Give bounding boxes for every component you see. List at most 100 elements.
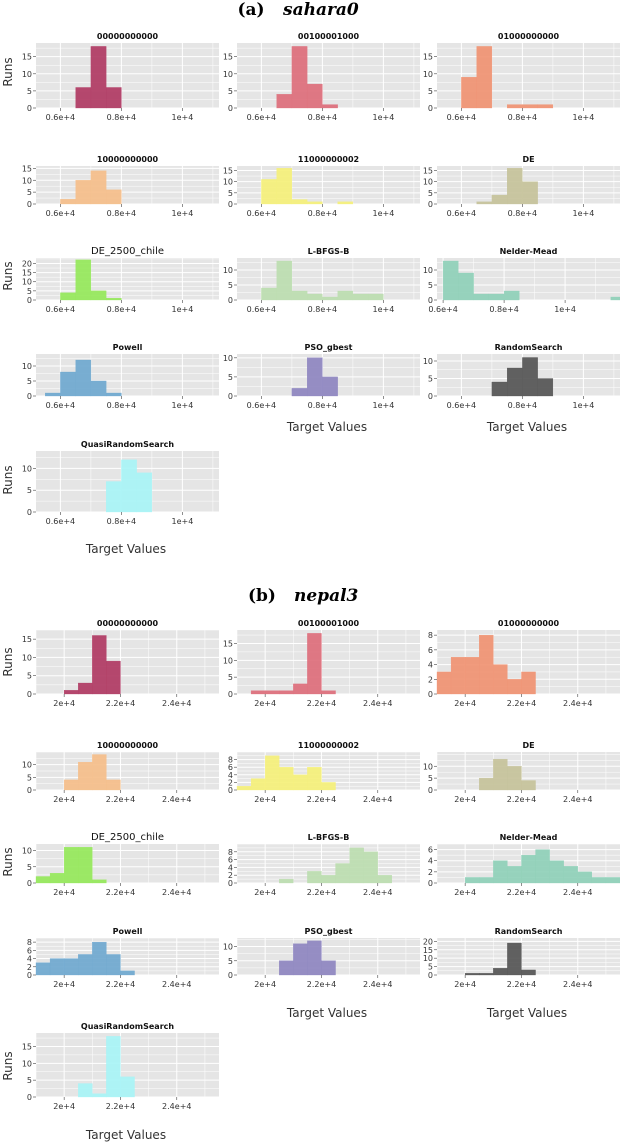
x-tick-label: 2e+4 [454,795,476,804]
histogram-bar [78,682,93,695]
panel-s0-nelder-mead: Nelder-Mead 0 5 10 0.6e+4 0.8e+4 1e+4 [423,247,620,314]
y-tick-label: 10 [22,1059,32,1068]
x-tick-label: 2.4e+4 [363,980,392,989]
y-tick-label: 15 [22,164,32,173]
panel-s0-11000000002: 11000000002 0 5 10 15 0.6e+4 0.8e+4 1e+4 [223,155,420,218]
x-tick-label: 2.2e+4 [307,888,336,897]
x-tick-label: 0.6e+4 [247,305,276,314]
y-tick-label: 5 [27,1076,32,1085]
x-axis-label-b-col3: Target Values [486,1006,567,1020]
panel-title: DE_2500_chile [91,832,164,843]
histogram-bar [279,767,294,791]
histogram-bar [479,973,494,976]
x-tick-label: 0.8e+4 [107,517,136,526]
histogram-bar [306,83,323,109]
y-tick-label: 0 [428,690,433,699]
y-tick-label: 0 [228,879,233,888]
histogram-bar [75,359,92,397]
plot-background [437,938,620,975]
y-tick-label: 0 [228,690,233,699]
y-tick-label: 0 [27,786,32,795]
y-tick-label: 5 [428,375,433,384]
y-tick-label: 5 [228,673,233,682]
histogram-bar [106,1036,121,1098]
panel-s1-01000000000: 01000000000 0 2 4 6 8 2e+4 2.2e+4 2.4e+4 [428,619,620,708]
histogram-bar [291,199,308,205]
x-tick-label: 0.8e+4 [107,113,136,122]
panel-title: RandomSearch [495,343,563,352]
panel-title: DE_2500_chile [91,246,164,257]
y-tick-label: 15 [423,946,433,955]
x-tick-label: 0.6e+4 [46,401,75,410]
x-tick-label: 2.4e+4 [363,888,392,897]
x-tick-label: 1e+4 [171,517,193,526]
panel-title: Powell [113,343,143,352]
section-b-label: (b) [248,586,276,606]
panel-title: 10000000000 [97,155,159,164]
x-tick-label: 1e+4 [572,401,594,410]
histogram-bar [307,940,322,976]
y-tick-label: 15 [223,639,233,648]
x-tick-label: 2e+4 [53,1102,75,1111]
y-tick-label: 5 [27,773,32,782]
y-tick-label: 4 [228,771,233,780]
panel-s1-de-2500-chile: DE_2500_chile 0 5 10 2e+4 2.2e+4 2.4e+4 [22,832,219,897]
panel-title: 11000000002 [298,741,359,750]
y-tick-label: 10 [22,70,32,79]
histogram-bar [322,376,338,397]
histogram-bar [493,664,508,695]
y-tick-label: 6 [228,763,233,772]
y-axis-label-a-row3: Runs [1,261,15,290]
y-tick-label: 5 [27,87,32,96]
y-tick-label: 0 [228,392,233,401]
x-tick-label: 2.2e+4 [106,888,135,897]
y-tick-label: 6 [428,846,433,855]
x-tick-label: 0.8e+4 [508,113,537,122]
x-tick-label: 2e+4 [53,699,75,708]
histogram-bar [92,941,107,976]
histogram-bar [322,296,338,301]
y-tick-label: 8 [428,631,433,640]
x-tick-label: 2.2e+4 [106,795,135,804]
y-tick-label: 5 [428,281,433,290]
panel-title: QuasiRandomSearch [81,440,174,449]
panel-title: Powell [113,927,143,936]
y-tick-label: 4 [27,955,32,964]
histogram-bar [476,201,493,205]
y-tick-label: 0 [428,786,433,795]
y-tick-label: 20 [423,937,433,946]
x-tick-label: 1e+4 [372,305,394,314]
histogram-bar [90,170,107,205]
y-tick-label: 10 [22,278,32,287]
histogram-bar [279,960,294,976]
y-tick-label: 10 [223,656,233,665]
histogram-bar [337,201,354,205]
x-tick-label: 0.6e+4 [46,113,75,122]
y-tick-label: 5 [228,281,233,290]
panel-s0-l-bfgs-b: L-BFGS-B 0 5 10 0.6e+4 0.8e+4 1e+4 [223,247,420,314]
histogram-bar [522,181,538,205]
y-tick-label: 0 [27,971,32,980]
histogram-bar [442,260,459,301]
x-tick-label: 1e+4 [171,401,193,410]
histogram-bar [521,671,536,695]
histogram-bar [436,671,452,695]
x-axis-label-b-col1: Target Values [85,1128,166,1142]
y-tick-label: 10 [423,70,433,79]
x-tick-label: 2.2e+4 [307,795,336,804]
y-tick-label: 15 [22,1042,32,1051]
x-tick-label: 0.6e+4 [247,113,276,122]
histogram-bar [377,875,392,884]
histogram-bar [503,290,520,301]
y-tick-label: 0 [27,879,32,888]
x-tick-label: 2.4e+4 [563,699,592,708]
panel-s0-randomsearch: RandomSearch 0 5 10 0.6e+4 0.8e+4 1e+4 [423,343,620,410]
y-tick-label: 0 [228,104,233,113]
y-tick-label: 15 [22,635,32,644]
panel-title: RandomSearch [495,927,563,936]
y-tick-label: 10 [22,761,32,770]
y-tick-label: 5 [228,957,233,966]
y-tick-label: 8 [228,756,233,765]
